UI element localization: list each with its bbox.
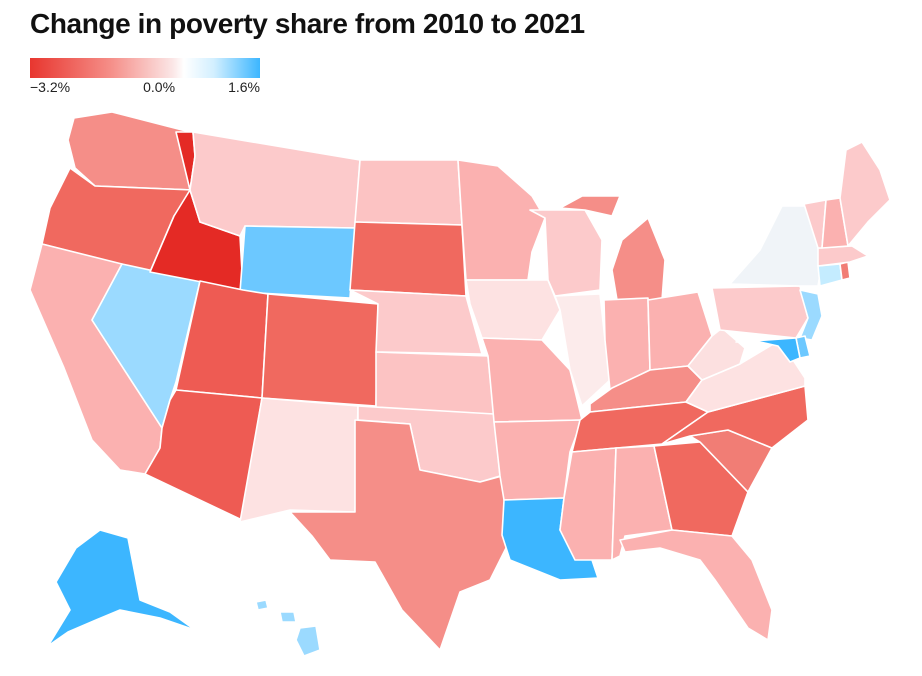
state-co <box>261 293 379 407</box>
state-nj <box>799 289 823 341</box>
state-ri <box>839 261 851 281</box>
state-fl <box>619 529 773 641</box>
state-ia <box>465 279 561 341</box>
state-nd <box>354 159 463 226</box>
state-mt <box>189 131 361 237</box>
state-il <box>554 293 611 407</box>
legend-mid-label: 0.0% <box>143 79 176 95</box>
state-pa <box>711 285 809 339</box>
state-wy <box>239 225 356 299</box>
state-sd <box>349 221 467 297</box>
state-ne <box>349 289 483 355</box>
state-md <box>735 337 801 363</box>
state-tx <box>289 419 521 651</box>
chart-title: Change in poverty share from 2010 to 202… <box>30 8 585 39</box>
color-legend: −3.2% 0.0% 1.6% <box>30 58 260 95</box>
state-nm <box>239 397 359 523</box>
state-hi-1 <box>255 599 269 611</box>
legend-max-label: 1.6% <box>228 79 260 95</box>
state-ct <box>817 263 843 287</box>
legend-gradient-bar <box>30 58 260 78</box>
state-hi-3 <box>295 625 321 657</box>
legend-ticks: −3.2% 0.0% 1.6% <box>30 79 260 95</box>
state-ma <box>817 245 869 267</box>
legend-min-label: −3.2% <box>30 79 71 95</box>
state-me <box>839 141 891 247</box>
state-ak <box>47 529 196 647</box>
state-ga <box>653 441 749 537</box>
state-ks <box>375 351 495 417</box>
state-wi <box>529 209 603 297</box>
state-wv <box>687 327 746 381</box>
state-mn <box>457 159 546 281</box>
state-mi <box>611 217 666 307</box>
state-wa <box>67 111 194 191</box>
state-mi-up <box>559 195 621 217</box>
state-hi-2 <box>279 611 297 623</box>
